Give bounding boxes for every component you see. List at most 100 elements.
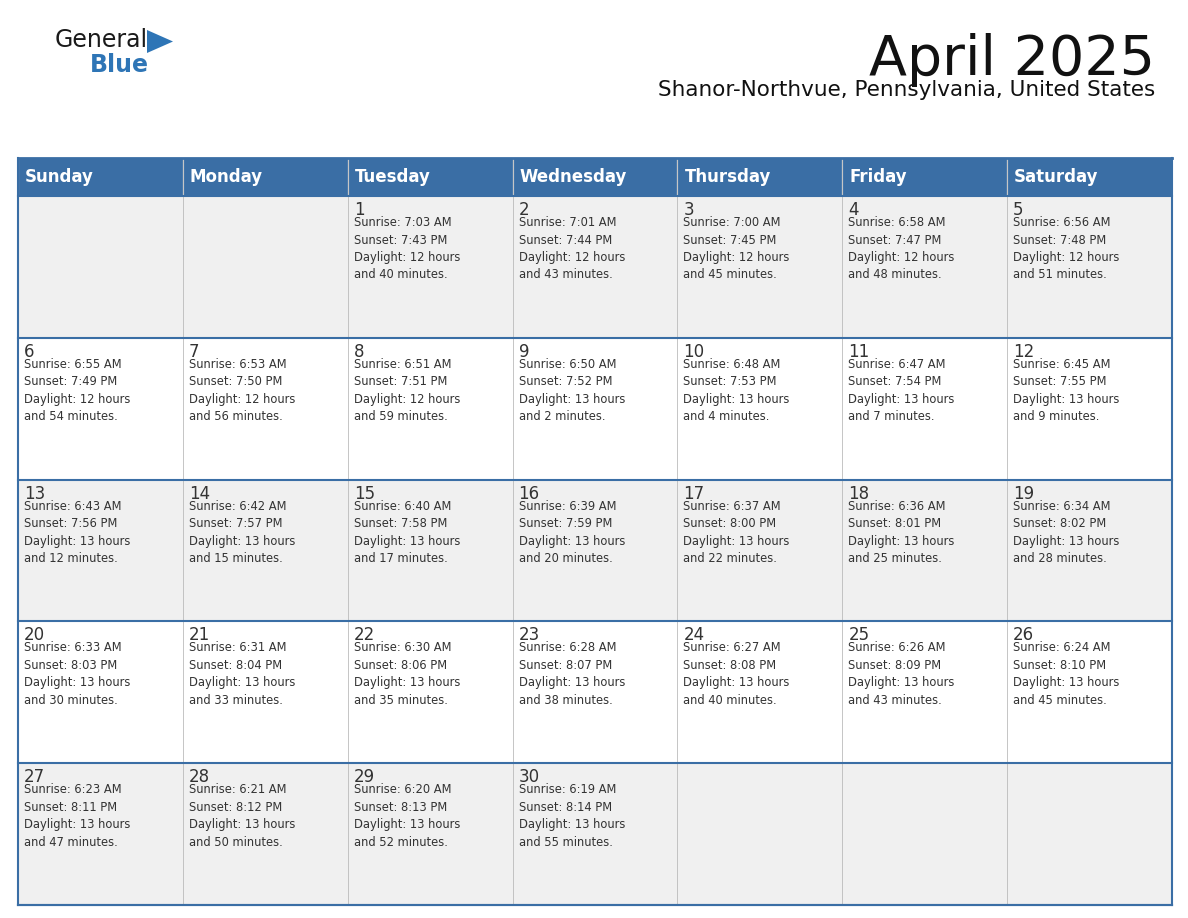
Text: Sunrise: 6:20 AM
Sunset: 8:13 PM
Daylight: 13 hours
and 52 minutes.: Sunrise: 6:20 AM Sunset: 8:13 PM Dayligh… — [354, 783, 460, 849]
Bar — [842, 479, 1007, 621]
Bar — [1007, 338, 1173, 479]
Bar — [677, 158, 842, 196]
Text: 11: 11 — [848, 342, 870, 361]
Bar — [512, 479, 677, 621]
Text: Sunrise: 6:31 AM
Sunset: 8:04 PM
Daylight: 13 hours
and 33 minutes.: Sunrise: 6:31 AM Sunset: 8:04 PM Dayligh… — [189, 642, 296, 707]
Text: Sunrise: 6:26 AM
Sunset: 8:09 PM
Daylight: 13 hours
and 43 minutes.: Sunrise: 6:26 AM Sunset: 8:09 PM Dayligh… — [848, 642, 955, 707]
Text: 30: 30 — [519, 768, 539, 786]
Bar — [183, 158, 348, 196]
Bar — [18, 196, 183, 338]
Bar — [512, 763, 677, 905]
Bar — [348, 621, 512, 763]
Bar — [842, 338, 1007, 479]
Text: 4: 4 — [848, 201, 859, 219]
Text: 20: 20 — [24, 626, 45, 644]
Bar — [18, 763, 183, 905]
Text: Sunrise: 6:36 AM
Sunset: 8:01 PM
Daylight: 13 hours
and 25 minutes.: Sunrise: 6:36 AM Sunset: 8:01 PM Dayligh… — [848, 499, 955, 565]
Text: 2: 2 — [519, 201, 529, 219]
Bar — [842, 158, 1007, 196]
Text: 15: 15 — [354, 485, 375, 502]
Bar — [183, 479, 348, 621]
Text: General: General — [55, 28, 148, 52]
Text: Sunrise: 6:58 AM
Sunset: 7:47 PM
Daylight: 12 hours
and 48 minutes.: Sunrise: 6:58 AM Sunset: 7:47 PM Dayligh… — [848, 216, 955, 282]
Bar — [677, 621, 842, 763]
Text: Sunrise: 7:00 AM
Sunset: 7:45 PM
Daylight: 12 hours
and 45 minutes.: Sunrise: 7:00 AM Sunset: 7:45 PM Dayligh… — [683, 216, 790, 282]
Text: Sunday: Sunday — [25, 168, 94, 186]
Text: Sunrise: 6:43 AM
Sunset: 7:56 PM
Daylight: 13 hours
and 12 minutes.: Sunrise: 6:43 AM Sunset: 7:56 PM Dayligh… — [24, 499, 131, 565]
Text: Sunrise: 6:34 AM
Sunset: 8:02 PM
Daylight: 13 hours
and 28 minutes.: Sunrise: 6:34 AM Sunset: 8:02 PM Dayligh… — [1013, 499, 1119, 565]
Text: 28: 28 — [189, 768, 210, 786]
Bar — [18, 158, 183, 196]
Text: Shanor-Northvue, Pennsylvania, United States: Shanor-Northvue, Pennsylvania, United St… — [658, 80, 1155, 100]
Text: 12: 12 — [1013, 342, 1035, 361]
Bar — [677, 479, 842, 621]
Text: Sunrise: 6:45 AM
Sunset: 7:55 PM
Daylight: 13 hours
and 9 minutes.: Sunrise: 6:45 AM Sunset: 7:55 PM Dayligh… — [1013, 358, 1119, 423]
Text: 3: 3 — [683, 201, 694, 219]
Bar — [348, 763, 512, 905]
Text: 27: 27 — [24, 768, 45, 786]
Bar — [677, 338, 842, 479]
Bar — [183, 338, 348, 479]
Bar — [842, 196, 1007, 338]
Text: Sunrise: 6:40 AM
Sunset: 7:58 PM
Daylight: 13 hours
and 17 minutes.: Sunrise: 6:40 AM Sunset: 7:58 PM Dayligh… — [354, 499, 460, 565]
Bar — [183, 621, 348, 763]
Bar — [842, 763, 1007, 905]
Text: Sunrise: 6:55 AM
Sunset: 7:49 PM
Daylight: 12 hours
and 54 minutes.: Sunrise: 6:55 AM Sunset: 7:49 PM Dayligh… — [24, 358, 131, 423]
Text: 16: 16 — [519, 485, 539, 502]
Text: 29: 29 — [354, 768, 375, 786]
Text: Sunrise: 6:23 AM
Sunset: 8:11 PM
Daylight: 13 hours
and 47 minutes.: Sunrise: 6:23 AM Sunset: 8:11 PM Dayligh… — [24, 783, 131, 849]
Text: 25: 25 — [848, 626, 870, 644]
Text: Sunrise: 7:03 AM
Sunset: 7:43 PM
Daylight: 12 hours
and 40 minutes.: Sunrise: 7:03 AM Sunset: 7:43 PM Dayligh… — [354, 216, 460, 282]
Bar — [18, 338, 183, 479]
Text: Sunrise: 6:48 AM
Sunset: 7:53 PM
Daylight: 13 hours
and 4 minutes.: Sunrise: 6:48 AM Sunset: 7:53 PM Dayligh… — [683, 358, 790, 423]
Text: Tuesday: Tuesday — [355, 168, 430, 186]
Text: Sunrise: 6:27 AM
Sunset: 8:08 PM
Daylight: 13 hours
and 40 minutes.: Sunrise: 6:27 AM Sunset: 8:08 PM Dayligh… — [683, 642, 790, 707]
Text: Sunrise: 6:30 AM
Sunset: 8:06 PM
Daylight: 13 hours
and 35 minutes.: Sunrise: 6:30 AM Sunset: 8:06 PM Dayligh… — [354, 642, 460, 707]
Text: 14: 14 — [189, 485, 210, 502]
Bar — [1007, 196, 1173, 338]
Text: Sunrise: 6:37 AM
Sunset: 8:00 PM
Daylight: 13 hours
and 22 minutes.: Sunrise: 6:37 AM Sunset: 8:00 PM Dayligh… — [683, 499, 790, 565]
Text: Sunrise: 6:33 AM
Sunset: 8:03 PM
Daylight: 13 hours
and 30 minutes.: Sunrise: 6:33 AM Sunset: 8:03 PM Dayligh… — [24, 642, 131, 707]
Polygon shape — [147, 30, 173, 53]
Bar — [1007, 763, 1173, 905]
Bar — [348, 196, 512, 338]
Bar — [348, 479, 512, 621]
Text: Sunrise: 6:42 AM
Sunset: 7:57 PM
Daylight: 13 hours
and 15 minutes.: Sunrise: 6:42 AM Sunset: 7:57 PM Dayligh… — [189, 499, 296, 565]
Text: Sunrise: 6:56 AM
Sunset: 7:48 PM
Daylight: 12 hours
and 51 minutes.: Sunrise: 6:56 AM Sunset: 7:48 PM Dayligh… — [1013, 216, 1119, 282]
Text: 5: 5 — [1013, 201, 1024, 219]
Bar — [512, 196, 677, 338]
Bar — [512, 158, 677, 196]
Text: Thursday: Thursday — [684, 168, 771, 186]
Bar — [677, 763, 842, 905]
Bar — [348, 338, 512, 479]
Text: Blue: Blue — [90, 53, 148, 77]
Bar — [348, 158, 512, 196]
Bar — [512, 338, 677, 479]
Bar — [18, 621, 183, 763]
Text: Sunrise: 6:21 AM
Sunset: 8:12 PM
Daylight: 13 hours
and 50 minutes.: Sunrise: 6:21 AM Sunset: 8:12 PM Dayligh… — [189, 783, 296, 849]
Text: Saturday: Saturday — [1015, 168, 1099, 186]
Text: Sunrise: 6:39 AM
Sunset: 7:59 PM
Daylight: 13 hours
and 20 minutes.: Sunrise: 6:39 AM Sunset: 7:59 PM Dayligh… — [519, 499, 625, 565]
Text: 10: 10 — [683, 342, 704, 361]
Text: Sunrise: 6:28 AM
Sunset: 8:07 PM
Daylight: 13 hours
and 38 minutes.: Sunrise: 6:28 AM Sunset: 8:07 PM Dayligh… — [519, 642, 625, 707]
Text: Sunrise: 6:53 AM
Sunset: 7:50 PM
Daylight: 12 hours
and 56 minutes.: Sunrise: 6:53 AM Sunset: 7:50 PM Dayligh… — [189, 358, 296, 423]
Bar — [1007, 158, 1173, 196]
Text: 24: 24 — [683, 626, 704, 644]
Bar — [183, 763, 348, 905]
Text: 23: 23 — [519, 626, 539, 644]
Text: Monday: Monday — [190, 168, 263, 186]
Bar — [842, 621, 1007, 763]
Text: 26: 26 — [1013, 626, 1035, 644]
Text: 18: 18 — [848, 485, 870, 502]
Text: April 2025: April 2025 — [868, 33, 1155, 87]
Bar — [1007, 621, 1173, 763]
Text: 9: 9 — [519, 342, 529, 361]
Text: 1: 1 — [354, 201, 365, 219]
Text: Friday: Friday — [849, 168, 906, 186]
Bar — [18, 479, 183, 621]
Text: Sunrise: 6:47 AM
Sunset: 7:54 PM
Daylight: 13 hours
and 7 minutes.: Sunrise: 6:47 AM Sunset: 7:54 PM Dayligh… — [848, 358, 955, 423]
Text: 8: 8 — [354, 342, 365, 361]
Text: Sunrise: 6:24 AM
Sunset: 8:10 PM
Daylight: 13 hours
and 45 minutes.: Sunrise: 6:24 AM Sunset: 8:10 PM Dayligh… — [1013, 642, 1119, 707]
Text: Wednesday: Wednesday — [519, 168, 627, 186]
Text: 21: 21 — [189, 626, 210, 644]
